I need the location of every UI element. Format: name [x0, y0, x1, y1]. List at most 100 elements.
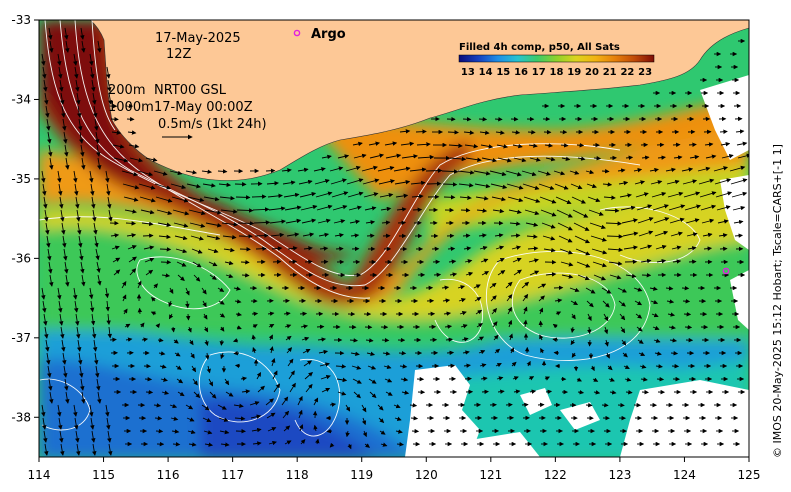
current-arrow [61, 339, 66, 352]
current-arrow [576, 377, 582, 382]
current-arrow [587, 313, 592, 322]
current-arrow [410, 416, 419, 421]
current-arrow [65, 274, 70, 287]
current-arrow [44, 209, 49, 222]
current-arrow [543, 247, 556, 253]
current-arrow [301, 218, 317, 224]
current-arrow [652, 325, 660, 331]
current-arrow [366, 351, 376, 357]
current-arrow [721, 154, 734, 159]
current-arrow [459, 195, 472, 200]
current-arrow [462, 233, 471, 238]
current-arrow [605, 352, 610, 359]
current-arrow [557, 222, 573, 231]
current-arrow [378, 179, 395, 185]
current-arrow [688, 259, 697, 265]
current-arrow [714, 178, 732, 185]
current-arrow [45, 105, 50, 118]
current-arrow [267, 427, 277, 432]
current-arrow [479, 130, 490, 135]
current-arrow [368, 141, 381, 146]
current-arrow [641, 155, 650, 160]
current-arrow [681, 167, 694, 172]
current-arrow [636, 326, 643, 332]
current-arrow [43, 196, 48, 209]
current-arrow [208, 378, 213, 387]
current-arrow [490, 295, 497, 302]
current-arrow [697, 166, 711, 172]
current-arrow [57, 287, 62, 300]
current-arrow [497, 389, 505, 394]
current-arrow [490, 183, 508, 190]
current-arrow [393, 403, 401, 409]
current-arrow [60, 326, 65, 339]
current-arrow [576, 261, 591, 268]
current-arrow [97, 157, 102, 170]
colorbar-tick-label: 15 [496, 67, 510, 78]
current-arrow [497, 270, 506, 276]
current-arrow [569, 287, 580, 293]
current-arrow [494, 348, 501, 354]
current-arrow [201, 169, 213, 174]
current-arrow [89, 300, 95, 313]
current-arrow [601, 168, 610, 174]
y-axis: -33 -34 -35 -36 -37 -38 [11, 13, 39, 424]
current-arrow [409, 403, 418, 408]
current-arrow [61, 222, 66, 235]
current-arrow [157, 337, 164, 343]
current-arrow [651, 313, 659, 318]
current-arrow [172, 442, 181, 447]
current-arrow [362, 178, 380, 185]
current-arrow [479, 363, 487, 368]
current-arrow [670, 351, 679, 356]
current-arrow [169, 170, 183, 176]
current-arrow [574, 235, 590, 244]
current-arrow [266, 181, 279, 186]
current-arrow [207, 248, 219, 254]
current-arrow [145, 389, 154, 395]
current-arrow [49, 274, 54, 287]
current-arrow [329, 442, 335, 448]
current-arrow [673, 155, 683, 160]
current-arrow [625, 155, 634, 160]
current-arrow [512, 376, 519, 381]
current-arrow [150, 311, 157, 316]
current-arrow [537, 283, 547, 289]
current-arrow [43, 313, 48, 326]
current-arrow [314, 179, 330, 185]
current-arrow [329, 402, 337, 407]
current-arrow [381, 337, 390, 343]
current-arrow [513, 389, 521, 394]
current-arrow [506, 294, 513, 302]
current-arrow [685, 218, 700, 224]
current-arrow [151, 296, 156, 302]
current-arrow [666, 299, 675, 304]
current-arrow [193, 274, 201, 282]
current-arrow [204, 209, 222, 215]
current-arrow [701, 218, 715, 224]
current-arrow [369, 153, 385, 159]
current-arrow [153, 283, 158, 289]
current-arrow [377, 165, 395, 172]
current-arrow [268, 334, 273, 341]
current-arrow [478, 233, 487, 238]
current-arrow [158, 234, 171, 240]
current-arrow [59, 430, 64, 443]
current-arrow [46, 118, 51, 131]
current-arrow [93, 222, 98, 235]
current-arrow [145, 269, 154, 276]
current-arrow [640, 258, 652, 264]
current-arrow [330, 178, 347, 185]
colorbar-tick-label: 14 [479, 67, 493, 78]
current-arrow [540, 209, 557, 217]
current-arrow [65, 391, 70, 404]
current-arrow [106, 417, 111, 430]
current-arrow [671, 245, 682, 250]
current-arrow [288, 259, 298, 265]
current-arrow [58, 66, 63, 79]
current-arrow [665, 286, 674, 291]
current-arrow [544, 376, 550, 381]
current-arrow [155, 323, 161, 329]
current-arrow [94, 118, 99, 131]
current-arrow [80, 27, 85, 40]
